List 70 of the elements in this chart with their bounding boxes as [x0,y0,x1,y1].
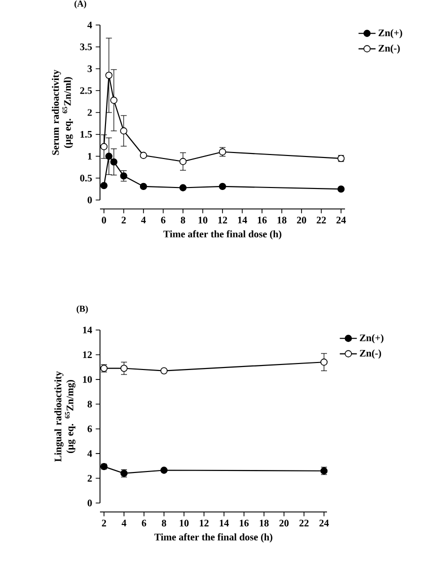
x-tick-label: 4 [141,216,146,224]
y-tick-label: 3.5 [80,44,92,50]
legend-label: Zn(+) [360,334,384,344]
x-tick-label: 12 [218,216,228,224]
x-tick-label: 22 [299,520,309,526]
point [110,158,118,166]
x-tick-label: 10 [180,520,189,526]
point [100,182,108,190]
x-tick-label: 2 [102,520,106,526]
x-tick-label: 8 [162,520,166,526]
x-tick-label: 6 [161,216,166,224]
x-tick-label: 22 [316,216,326,224]
point [179,158,187,166]
legend-label: Zn(+) [378,29,402,38]
y-tick-label: 8 [88,400,92,408]
y-tick-label: 3 [88,65,92,72]
point [100,143,108,150]
x-tick-label: 18 [260,520,269,526]
x-tick-label: 20 [279,520,289,526]
point [100,364,108,372]
x-tick-label: 8 [180,216,186,224]
x-tick-label: 16 [258,216,267,224]
x-tick-label: 14 [220,520,229,526]
x-tick-label: 4 [122,520,126,526]
point [120,127,128,134]
point [105,152,112,160]
x-tick-label: 10 [198,216,208,224]
x-tick-label: 20 [296,216,306,224]
y-tick-label: 0.5 [80,174,92,182]
x-tick-label: 6 [142,520,146,526]
x-tick-label: 2 [122,216,126,224]
x-tick-label: 18 [278,216,286,224]
point [179,184,187,192]
point [218,182,226,190]
point [140,152,148,159]
chart-title: (A) [74,0,86,8]
y-tick-label: 2 [88,109,92,116]
point [110,96,118,104]
y-tick-label: 12 [83,351,92,358]
y-tick-label: 2.5 [80,87,92,94]
x-tick-label: 14 [238,216,248,224]
y-tick-label: 4 [87,22,92,28]
y-tick-label: 6 [88,426,92,432]
point [337,185,345,193]
point [120,364,128,372]
y-tick-label: 10 [83,376,92,383]
legend-label: Zn(-) [360,350,382,359]
point [100,462,108,470]
y-tick-label: 1.5 [80,131,92,138]
x-tick-label: 24 [319,520,329,526]
x-tick-label: 0 [102,216,106,224]
x-tick-label: 16 [240,520,249,526]
x-axis-title: Time after the final dose (h) [163,230,282,240]
y-tick-label: 0 [88,196,92,204]
point [140,182,148,190]
y-tick-label: 0 [88,500,92,506]
y-tick-label: 1 [88,152,92,160]
y-tick-label: 2 [88,474,92,482]
x-tick-label: 24 [336,216,346,224]
point [120,172,128,180]
x-axis-title: Time after the final dose (h) [154,533,272,542]
chart-title: (B) [76,305,88,314]
y-tick-label: 4 [87,450,92,457]
y-tick-label: 14 [83,326,92,334]
point [105,72,112,79]
point [160,367,168,374]
legend-label: Zn(-) [378,44,400,54]
x-tick-label: 12 [200,520,209,526]
point [160,466,168,474]
point [320,358,328,366]
